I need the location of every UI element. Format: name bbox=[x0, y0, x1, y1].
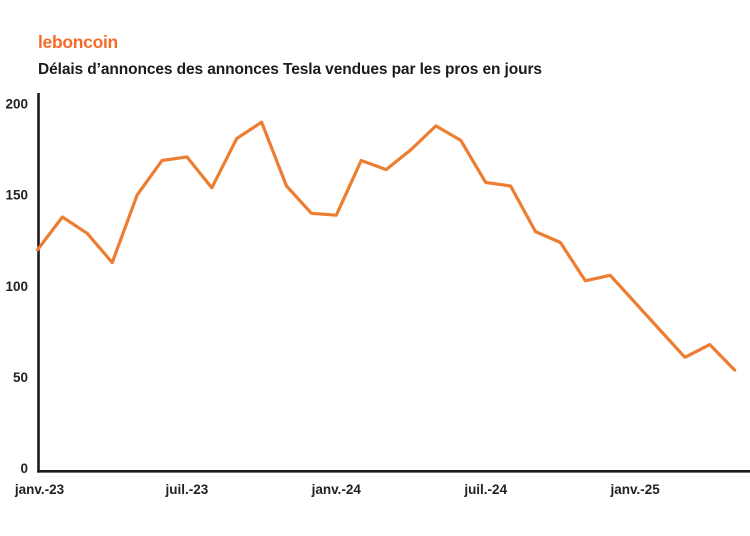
data-line bbox=[35, 120, 737, 372]
leboncoin-logo: leboncoin bbox=[38, 32, 118, 52]
chart-title: Délais d’annonces des annonces Tesla ven… bbox=[38, 61, 542, 78]
y-tick-label: 150 bbox=[5, 188, 28, 203]
x-tick-label: janv.-24 bbox=[311, 482, 362, 497]
y-tick-label: 200 bbox=[5, 97, 28, 112]
y-tick-label: 100 bbox=[5, 279, 28, 294]
x-tick-label: juil.-24 bbox=[463, 482, 507, 497]
y-tick-label: 0 bbox=[20, 461, 28, 476]
x-tick-label: janv.-23 bbox=[14, 482, 65, 497]
x-tick-label: janv.-25 bbox=[609, 482, 660, 497]
y-tick-label: 50 bbox=[13, 370, 28, 385]
x-tick-label: juil.-23 bbox=[165, 482, 209, 497]
